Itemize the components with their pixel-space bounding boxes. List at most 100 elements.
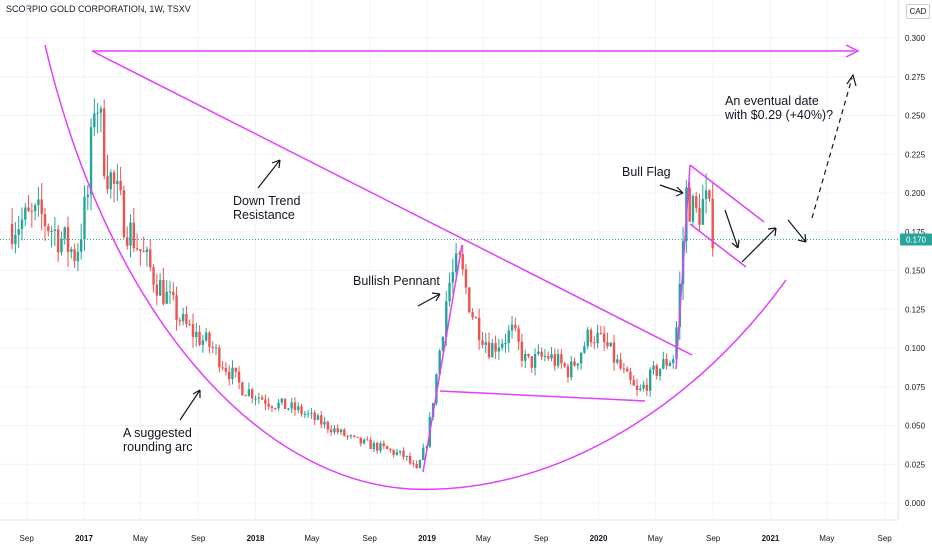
candle <box>464 264 468 295</box>
candles <box>10 98 714 469</box>
y-tick-label: 0.025 <box>905 460 926 469</box>
candle <box>484 332 487 354</box>
candle <box>448 272 451 307</box>
candle <box>175 286 178 331</box>
annotation-down-trend: Down Trend <box>233 194 300 208</box>
gridlines <box>0 0 899 521</box>
candle <box>625 366 629 372</box>
projection-dashed-arrow <box>811 77 853 219</box>
pennant-pole-line <box>422 244 463 473</box>
candle <box>668 360 672 367</box>
candle <box>616 354 619 365</box>
x-tick-label: May <box>648 534 663 543</box>
candle <box>688 182 691 223</box>
y-tick-label: 0.175 <box>905 228 926 237</box>
candle <box>339 428 343 436</box>
candle <box>504 333 507 353</box>
candle <box>267 397 270 410</box>
candle <box>375 441 379 454</box>
candle <box>507 325 510 353</box>
candle <box>474 316 478 319</box>
candle <box>290 397 293 414</box>
candle <box>395 448 399 456</box>
candle <box>698 193 701 231</box>
y-tick-label: 0.075 <box>905 383 926 392</box>
candle <box>589 327 593 347</box>
candle <box>323 417 326 429</box>
candle <box>20 207 24 241</box>
candle <box>537 344 540 356</box>
candle <box>155 273 159 306</box>
candle <box>178 317 182 327</box>
candle <box>619 352 622 371</box>
candle <box>648 367 652 397</box>
candle <box>300 403 303 417</box>
currency-button[interactable]: CAD <box>906 4 930 19</box>
candle <box>297 402 300 414</box>
candle <box>372 440 376 453</box>
projection-dashed-arrowhead <box>846 73 857 87</box>
candle <box>93 98 96 137</box>
candle <box>181 307 185 326</box>
annotation-lines <box>44 44 860 491</box>
candle <box>109 169 112 199</box>
candle <box>251 387 254 404</box>
candle <box>106 154 109 194</box>
candle <box>224 362 228 376</box>
y-tick-label: 0.300 <box>905 34 926 43</box>
candle <box>491 338 494 358</box>
candle <box>356 436 359 439</box>
candle <box>586 326 589 350</box>
candle <box>168 280 172 305</box>
candle <box>60 231 63 256</box>
candle <box>435 373 438 406</box>
candle <box>73 243 76 268</box>
candle <box>152 264 155 293</box>
candle <box>96 102 99 134</box>
candle <box>185 305 188 328</box>
last-price-value: 0.170 <box>906 236 927 245</box>
x-tick-label: Sep <box>20 534 35 543</box>
candle <box>76 243 80 272</box>
candle <box>494 335 497 360</box>
candle <box>471 308 474 320</box>
projection-down-arrow <box>787 219 807 243</box>
candle <box>320 410 323 429</box>
candle <box>310 408 313 419</box>
y-tick-label: 0.100 <box>905 344 926 353</box>
candle <box>422 443 425 461</box>
candle <box>326 420 330 434</box>
candle <box>50 225 53 248</box>
candle <box>362 438 366 445</box>
candle <box>195 322 198 347</box>
candle <box>701 184 705 226</box>
candle <box>14 221 17 254</box>
chart-title: SCORPIO GOLD CORPORATION, 1W, TSXV <box>6 4 191 14</box>
candle <box>487 332 491 360</box>
candle <box>336 424 339 435</box>
candle <box>556 349 560 369</box>
y-tick-label: 0.250 <box>905 112 926 121</box>
candle <box>234 367 237 378</box>
candle <box>468 286 471 314</box>
candle <box>510 315 514 339</box>
down-trend-arrow <box>257 159 281 189</box>
candle <box>563 361 566 369</box>
candle <box>10 207 14 250</box>
candle <box>142 236 145 253</box>
candle <box>369 437 372 450</box>
price-axis: 0.300 0.275 0.250 0.225 0.200 0.175 0.150 0.125… <box>905 34 926 508</box>
candle <box>593 335 596 350</box>
candle <box>583 341 586 354</box>
candle <box>454 242 458 282</box>
candle <box>639 384 642 392</box>
annotation-bullish-pennant: Bullish Pennant <box>353 274 440 288</box>
top-resistance-arrowhead <box>845 44 860 58</box>
y-tick-label: 0.150 <box>905 267 926 276</box>
candle <box>122 185 126 239</box>
x-tick-label: Sep <box>191 534 206 543</box>
candle <box>349 434 353 440</box>
x-tick-label: Sep <box>878 534 893 543</box>
candle <box>149 239 152 272</box>
